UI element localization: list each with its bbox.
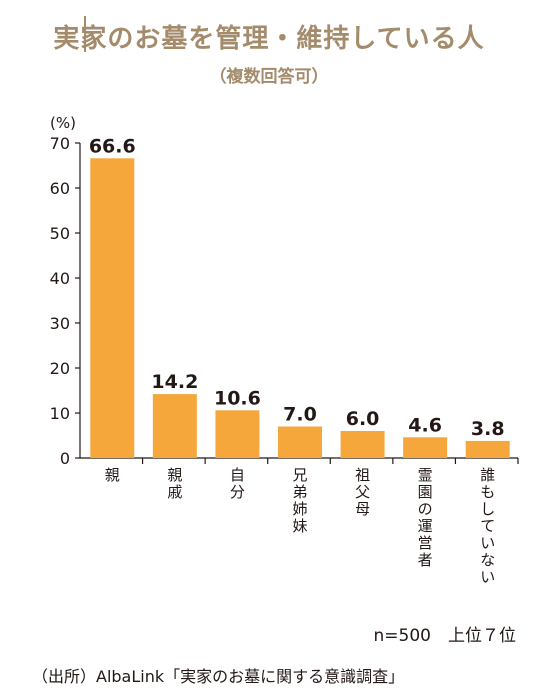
- data-label: 7.0: [283, 404, 317, 426]
- bar: [90, 158, 135, 459]
- y-tick-label: 70: [50, 134, 70, 153]
- y-axis-unit: (%): [50, 114, 76, 132]
- bar: [278, 426, 322, 458]
- y-tick-label: 50: [50, 224, 70, 243]
- y-tick-label: 20: [50, 359, 70, 378]
- y-tick-label: 30: [50, 314, 70, 333]
- category-label: 祖父母: [355, 466, 370, 518]
- data-label: 14.2: [151, 371, 198, 393]
- source-note: （出所）AlbaLink「実家のお墓に関する意識調査」: [32, 667, 405, 686]
- bar: [152, 394, 197, 458]
- category-label: 霊園の運営者: [418, 466, 433, 569]
- bar: [465, 440, 510, 458]
- category-label: 自分: [230, 466, 245, 501]
- y-tick-label: 40: [50, 269, 70, 288]
- chart-title-wrap: 実家のお墓を管理・維持している人: [0, 18, 538, 55]
- data-label: 6.0: [346, 408, 380, 430]
- y-tick-label: 60: [50, 179, 70, 198]
- data-label: 66.6: [89, 135, 136, 157]
- bar: [215, 410, 260, 458]
- chart-title: 実家のお墓を管理・維持している人: [53, 24, 485, 54]
- y-tick-label: 10: [50, 404, 70, 423]
- sample-size-note: n=500 上位７位: [373, 626, 516, 646]
- data-label: 4.6: [408, 414, 442, 436]
- category-label: 誰もしていない: [480, 466, 495, 586]
- category-label: 親: [105, 466, 120, 484]
- category-label: 兄弟姉妹: [292, 466, 307, 535]
- chart-subtitle: （複数回答可）: [209, 67, 329, 87]
- y-tick-label: 0: [60, 449, 70, 468]
- bar: [403, 437, 448, 458]
- data-label: 3.8: [471, 418, 505, 440]
- bar-chart: (%) 0 10 20 30 40 50 60 70 66.6 親 14.2 親戚 10.6 自分 7.0 兄弟…: [50, 114, 519, 586]
- data-label: 10.6: [214, 387, 261, 409]
- bar: [340, 431, 385, 458]
- title-accent-bar: [84, 16, 86, 52]
- category-label: 親戚: [167, 466, 182, 501]
